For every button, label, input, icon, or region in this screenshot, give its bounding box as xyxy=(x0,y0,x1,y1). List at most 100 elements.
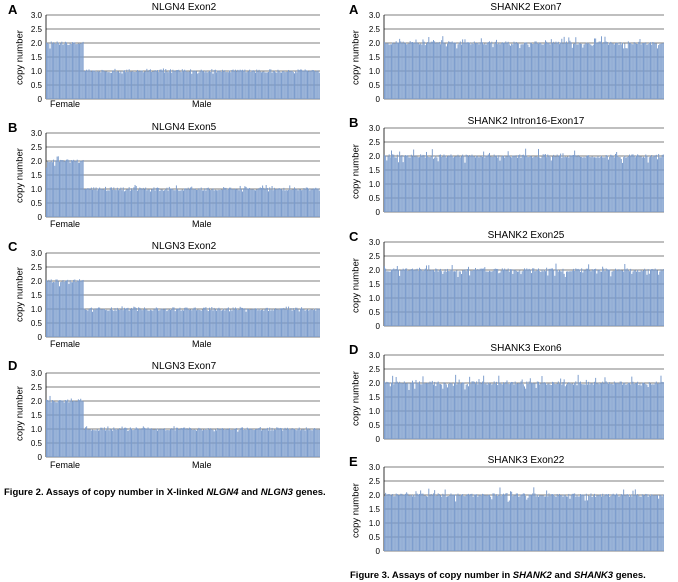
bar xyxy=(159,69,161,99)
bar xyxy=(278,309,280,337)
bar xyxy=(492,493,494,551)
bar xyxy=(81,161,83,217)
bar xyxy=(419,157,420,212)
bar xyxy=(161,189,163,217)
bar xyxy=(134,184,136,217)
panel-letter: B xyxy=(8,120,18,135)
bar xyxy=(641,157,643,212)
bar xyxy=(389,44,391,99)
bar xyxy=(440,384,441,439)
chart-plot: 00.51.01.52.02.53.0 xyxy=(369,238,664,331)
bar xyxy=(307,309,308,337)
bar xyxy=(440,268,441,326)
bar xyxy=(74,161,76,217)
bar xyxy=(581,384,583,439)
bar xyxy=(591,156,593,212)
bar xyxy=(295,429,297,457)
bar xyxy=(434,41,436,99)
bar xyxy=(581,156,583,212)
bar xyxy=(478,44,480,99)
bar xyxy=(102,308,104,337)
bar xyxy=(126,189,128,217)
bar xyxy=(442,388,444,439)
bar xyxy=(458,42,460,99)
bar xyxy=(184,307,186,337)
bar xyxy=(198,72,200,99)
bar xyxy=(577,374,579,439)
bar xyxy=(510,156,511,212)
bar xyxy=(582,384,584,439)
y-tick-label: 1.5 xyxy=(31,411,43,420)
bar xyxy=(387,271,389,326)
bar xyxy=(301,69,303,99)
bar xyxy=(204,429,206,457)
bar xyxy=(638,155,640,212)
bar xyxy=(271,72,273,99)
bar xyxy=(514,495,516,551)
bar xyxy=(487,42,489,99)
bar xyxy=(561,384,563,439)
bar xyxy=(469,494,471,551)
bar xyxy=(134,307,136,337)
bar xyxy=(92,70,94,99)
bar xyxy=(217,70,219,99)
bar xyxy=(210,190,212,217)
bar xyxy=(402,268,404,326)
bar xyxy=(193,307,195,337)
bar xyxy=(149,69,151,99)
bar xyxy=(157,430,158,457)
bar xyxy=(83,189,85,217)
bar xyxy=(591,496,593,551)
bar xyxy=(158,428,160,457)
bar xyxy=(199,71,201,99)
bar xyxy=(589,43,591,99)
bar xyxy=(309,70,311,99)
bar xyxy=(424,45,426,99)
bar xyxy=(205,70,207,99)
bar xyxy=(436,42,438,99)
bar xyxy=(648,42,650,99)
bar xyxy=(46,42,47,99)
bar xyxy=(73,159,75,217)
y-tick-label: 2.5 xyxy=(369,138,381,147)
bar xyxy=(308,71,310,99)
bar xyxy=(140,309,142,337)
bar xyxy=(452,385,454,439)
bar xyxy=(76,159,78,217)
bar xyxy=(51,400,53,457)
bar xyxy=(49,281,51,337)
bar xyxy=(634,489,636,551)
bar xyxy=(438,270,440,326)
bar xyxy=(506,42,508,99)
bar xyxy=(574,150,576,212)
bar xyxy=(192,70,194,99)
bar xyxy=(650,156,651,212)
bar xyxy=(236,71,238,99)
bar xyxy=(69,280,71,337)
bar xyxy=(441,156,443,212)
bar xyxy=(464,269,466,326)
bar xyxy=(118,71,120,99)
bar xyxy=(305,309,307,337)
bar xyxy=(67,159,69,217)
bar xyxy=(626,268,628,326)
bar xyxy=(288,69,290,99)
bar xyxy=(285,306,287,337)
bar xyxy=(116,428,118,457)
bar xyxy=(640,385,642,439)
bar xyxy=(129,71,131,99)
bar xyxy=(493,154,495,212)
bar xyxy=(185,428,187,457)
bar xyxy=(438,154,440,212)
bar xyxy=(83,308,85,337)
bar xyxy=(165,430,167,457)
bar xyxy=(395,493,397,551)
bar xyxy=(636,43,637,99)
bar xyxy=(596,383,598,439)
bar xyxy=(198,427,200,457)
bar xyxy=(560,495,562,551)
bar xyxy=(393,384,395,439)
bar xyxy=(616,382,618,439)
bar xyxy=(589,384,591,439)
bar xyxy=(109,309,111,337)
